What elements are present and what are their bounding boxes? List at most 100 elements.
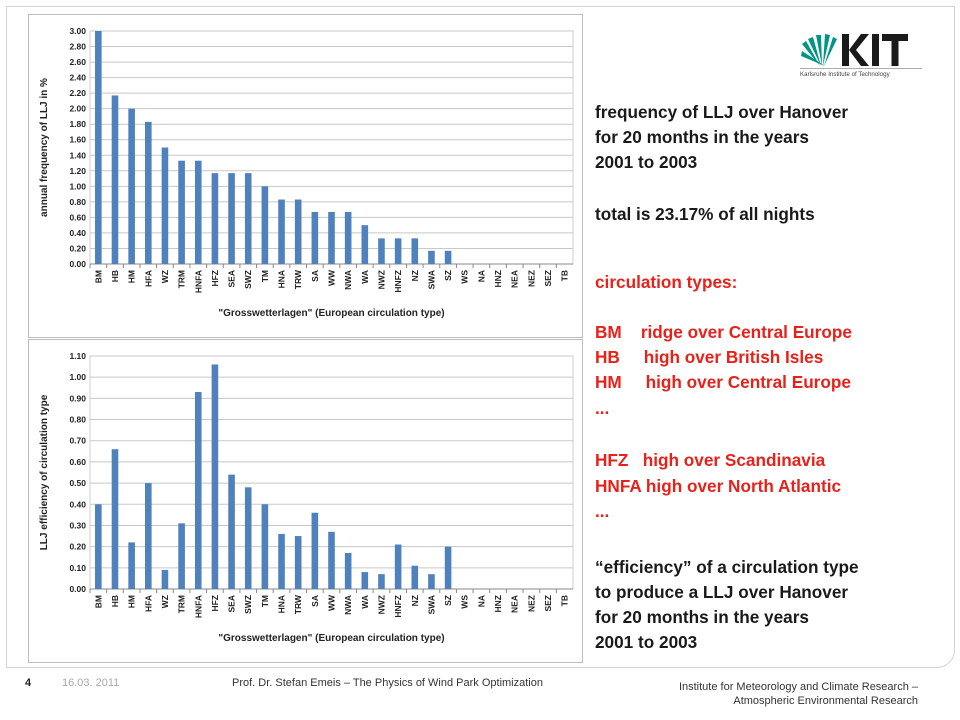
chart2-y-axis-title: LLJ efficiency of circulation type (39, 394, 50, 550)
chart2-bar-hb (111, 449, 119, 589)
chart1-xtick-label: NEA (510, 270, 520, 288)
chart2-xtick-label: BM (93, 595, 103, 608)
chart2-ytick-label: 0.80 (69, 415, 86, 425)
chart1-bar-hnfa (194, 160, 202, 264)
efficiency-chart: 0.00 0.10 0.20 0.30 0.40 0.50 0.60 0.70 0.80 0.90… (28, 339, 583, 663)
total-line: total is 23.17% of all nights (595, 204, 815, 224)
chart1-ytick-label: 1.00 (69, 181, 86, 191)
chart2-bar-sea (228, 474, 235, 589)
frequency-chart-svg: 0.00 0.20 0.40 0.60 0.80 1.00 1.20 1.40 1.60 1.80… (39, 26, 574, 319)
circ-hnfa: HNFA high over North Atlantic (595, 476, 842, 496)
footer-institute-line-1: Institute for Meteorology and Climate Re… (678, 681, 918, 693)
chart2-xtick-label: HFZ (210, 595, 220, 612)
chart2-xtick-label: HNFZ (393, 595, 403, 618)
chart2-bar-hfz (211, 364, 219, 589)
chart2-xtick-label: WS (460, 595, 470, 609)
chart1-ytick-label: 0.40 (69, 228, 86, 238)
chart2-xtick-label: SZ (443, 595, 453, 606)
chart2-bar-wz (161, 569, 169, 589)
chart1-x-axis-title: "Grosswetterlagen" (European circulation… (218, 308, 444, 319)
chart1-bar-hb (111, 95, 119, 264)
chart1-xtick-label: HFA (143, 270, 153, 287)
chart2-xtick-label: NEZ (526, 595, 536, 612)
chart2-xtick-label: TRW (293, 594, 303, 614)
chart1-bar-hfa (144, 121, 152, 265)
kit-logo: Karlsruhe Institute of Technology (800, 30, 922, 78)
chart2-bar-ww (328, 531, 335, 589)
chart1-bar-hm (128, 108, 135, 265)
freq-line-1: frequency of LLJ over Hanover (595, 102, 849, 122)
footer-author: Prof. Dr. Stefan Emeis – The Physics of … (232, 677, 543, 689)
chart1-ytick-label: 1.60 (69, 135, 86, 145)
chart2-xtick-label: HM (127, 595, 137, 608)
chart1-xtick-label: HNA (277, 270, 287, 288)
chart1-xtick-label: HB (110, 270, 120, 282)
page-number: 4 (25, 677, 32, 689)
chart2-xtick-label: NA (476, 595, 486, 607)
chart2-ytick-label: 0.70 (69, 436, 86, 446)
chart1-bar-nz (411, 238, 419, 264)
chart2-xtick-label: SEA (227, 595, 237, 612)
chart2-xtick-label: TB (560, 595, 570, 606)
chart2-bar-bm (95, 504, 102, 589)
freq-line-2: for 20 months in the years (595, 127, 809, 147)
chart2-bar-swz (244, 487, 252, 589)
chart1-xtick-label: TB (560, 270, 570, 281)
eff-line-4: 2001 to 2003 (595, 632, 698, 652)
chart2-bar-hfa (144, 483, 152, 589)
efficiency-chart-svg: 0.00 0.10 0.20 0.30 0.40 0.50 0.60 0.70 0.80 0.90… (39, 351, 574, 644)
chart2-ytick-label: 0.20 (69, 542, 86, 552)
chart2-xtick-label: SWA (426, 595, 436, 614)
kit-logo-subtitle: Karlsruhe Institute of Technology (800, 71, 891, 78)
chart1-xtick-label: HNFA (193, 270, 203, 293)
eff-line-3: for 20 months in the years (595, 607, 809, 627)
chart2-xtick-label: NWZ (376, 595, 386, 614)
chart1-bar-hna (278, 199, 285, 264)
chart1-ytick-label: 0.20 (69, 243, 86, 253)
chart1-bar-wz (161, 147, 169, 264)
frequency-chart: 0.00 0.20 0.40 0.60 0.80 1.00 1.20 1.40 1.60 1.80… (28, 14, 583, 338)
chart1-xtick-label: SWZ (243, 270, 253, 289)
chart1-ytick-label: 1.20 (69, 166, 86, 176)
chart1-bar-swz (244, 173, 252, 264)
chart1-bar-sea (228, 173, 235, 264)
chart2-ytick-label: 0.00 (69, 584, 86, 594)
chart1-xtick-label: NWZ (376, 270, 386, 289)
chart1-ytick-label: 2.40 (69, 73, 86, 83)
chart1-xtick-label: SA (310, 270, 320, 282)
chart2-ytick-label: 1.10 (69, 351, 86, 361)
chart1-ytick-label: 2.80 (69, 42, 86, 52)
chart1-xtick-label: TRM (177, 270, 187, 288)
chart1-ytick-label: 0.80 (69, 197, 86, 207)
chart2-xtick-label: WW (327, 594, 337, 611)
chart1-bar-sa (311, 211, 319, 264)
circ-hm: HM high over Central Europe (595, 372, 851, 392)
chart2-bar-nwz (378, 574, 385, 589)
chart2-ytick-label: 0.10 (69, 563, 86, 573)
chart1-xtick-label: NWA (343, 270, 353, 290)
circ-dots-1: ... (595, 398, 610, 418)
chart1-bar-nwa (344, 211, 352, 264)
chart1-bar-bm (95, 31, 102, 264)
chart2-xtick-label: HNZ (493, 595, 503, 612)
chart1-bar-ww (328, 211, 335, 264)
chart1-xtick-label: NA (476, 270, 486, 282)
chart2-xtick-label: SA (310, 595, 320, 607)
chart1-bar-swa (428, 250, 435, 264)
chart1-xtick-label: SWA (426, 270, 436, 289)
chart2-xtick-label: WZ (160, 595, 170, 608)
chart2-ytick-label: 0.90 (69, 393, 86, 403)
chart2-xtick-label: TM (260, 595, 270, 607)
chart2-bar-trw (294, 536, 302, 589)
chart1-xtick-label: WW (327, 269, 337, 286)
chart2-bar-swa (428, 574, 435, 589)
chart2-bar-nwa (344, 552, 352, 589)
chart1-xtick-label: SZ (443, 270, 453, 281)
chart2-xtick-label: WA (360, 595, 370, 609)
chart2-bar-hnfz (394, 544, 402, 589)
chart2-x-axis-title: "Grosswetterlagen" (European circulation… (218, 633, 444, 644)
kit-logo-mark: Karlsruhe Institute of Technology (800, 34, 922, 78)
circ-hb: HB high over British Isles (595, 347, 824, 367)
eff-line-1: “efficiency” of a circulation type (595, 557, 859, 577)
footer-institute-line-2: Atmospheric Environmental Research (733, 695, 918, 707)
